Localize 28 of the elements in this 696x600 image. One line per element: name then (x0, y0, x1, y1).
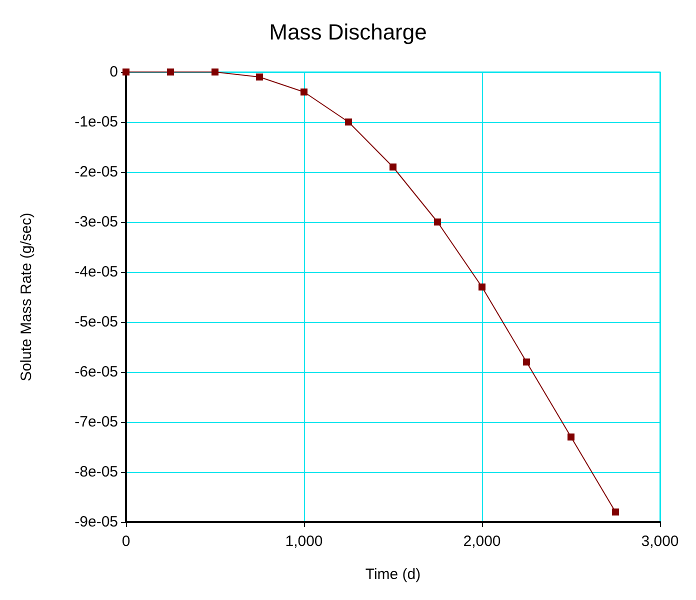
y-tick-label: -2e-05 (74, 164, 118, 180)
y-axis-title: Solute Mass Rate (g/sec) (18, 212, 35, 382)
point (300, 88, 308, 96)
y-tick-label: -7e-05 (74, 414, 118, 430)
point (478, 284, 486, 290)
point (212, 68, 218, 76)
y-tick-label: -8e-05 (74, 464, 118, 480)
point (434, 218, 441, 226)
x-tick-label: 2,000 (463, 533, 501, 550)
point (568, 434, 574, 440)
x-tick-label: 3,000 (641, 533, 679, 550)
point (523, 358, 530, 366)
point (256, 74, 263, 80)
point (390, 164, 396, 170)
y-tick-label: -1e-05 (74, 114, 118, 130)
y-tick-label: 0 (110, 64, 118, 80)
y-tick-label: -4e-05 (74, 264, 118, 280)
y-tick-label: -9e-05 (74, 514, 118, 530)
point (612, 508, 619, 516)
x-axis-title: Time (d) (365, 566, 421, 583)
y-tick-label: -5e-05 (74, 314, 118, 330)
point (345, 118, 352, 126)
x-tick-label: 0 (122, 533, 130, 550)
y-tick-label: -6e-05 (74, 364, 118, 380)
y-tick-label: -3e-05 (74, 214, 118, 230)
x-tick-label: 1,000 (285, 533, 323, 550)
point (167, 68, 174, 76)
chart-title: Mass Discharge (269, 20, 427, 44)
